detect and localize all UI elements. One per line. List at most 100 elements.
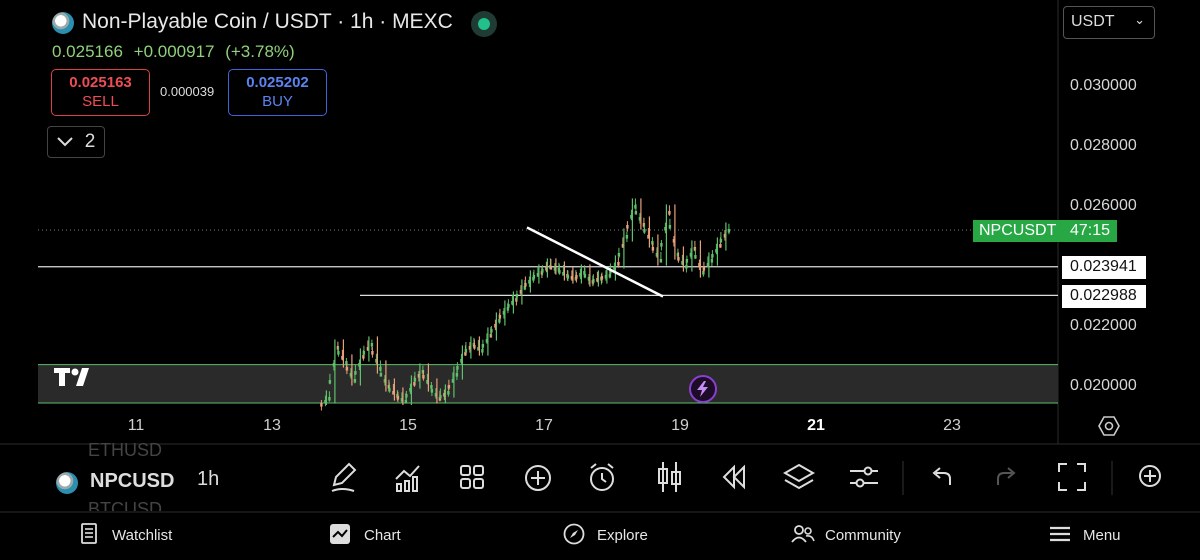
time-axis-label: 21	[807, 417, 825, 434]
candle-body	[651, 247, 655, 251]
replay-icon[interactable]	[722, 464, 745, 490]
candle-body	[536, 273, 540, 277]
nav-watchlist[interactable]: Watchlist	[112, 527, 173, 544]
community-icon[interactable]	[790, 523, 816, 545]
candle-body	[379, 373, 383, 377]
candle-body	[702, 267, 706, 271]
menu-icon[interactable]	[1049, 523, 1071, 545]
candle-body	[468, 346, 472, 350]
candle-body	[596, 278, 599, 282]
sell-price: 0.025163	[69, 74, 132, 91]
buy-label: BUY	[262, 93, 293, 110]
candle-body	[626, 225, 629, 229]
settings-icon[interactable]	[850, 466, 878, 488]
candle-body	[370, 343, 374, 347]
chart-icon[interactable]	[329, 523, 351, 545]
symbol-ghost-above: ETHUSD	[88, 440, 163, 460]
indicators-toggle[interactable]: 2	[47, 126, 105, 158]
candle-body	[600, 276, 604, 280]
layers-icon[interactable]	[782, 463, 816, 490]
candle-body	[541, 269, 544, 273]
candle-body	[698, 263, 701, 267]
candle-body	[523, 286, 527, 290]
buy-button[interactable]: 0.025202 BUY	[228, 69, 327, 116]
candle-body	[579, 273, 582, 277]
tradingview-logo-icon	[54, 368, 89, 386]
coin-logo-icon	[56, 472, 78, 494]
candle-body	[371, 351, 374, 355]
layouts-icon[interactable]	[460, 465, 484, 489]
chart-title: Non-Playable Coin / USDT · 1h · MEXC	[82, 10, 453, 33]
watchlist-icon[interactable]	[79, 523, 101, 545]
candle-body	[439, 395, 442, 399]
draw-icon[interactable]	[331, 462, 357, 492]
candle-body	[498, 319, 501, 323]
candle-body	[575, 275, 578, 279]
indicators-icon[interactable]	[395, 465, 420, 492]
chart-type-icon[interactable]	[658, 462, 681, 492]
candle-body	[647, 235, 650, 239]
candle-body	[353, 379, 357, 383]
timeframe-selector[interactable]: 1h	[197, 468, 220, 490]
symbol-selector[interactable]: NPCUSD	[90, 470, 175, 492]
candle-body	[677, 257, 680, 261]
candle-body	[362, 355, 365, 359]
candle-body	[681, 261, 684, 265]
change-pct: (+3.78%)	[225, 42, 295, 61]
fullscreen-icon[interactable]	[1058, 463, 1086, 491]
add-icon[interactable]	[525, 465, 551, 491]
candle-body	[354, 371, 357, 375]
sell-button[interactable]: 0.025163 SELL	[51, 69, 150, 116]
candle-body	[413, 378, 417, 382]
candle-body	[507, 304, 510, 308]
candle-body	[502, 311, 506, 315]
candle-body	[570, 276, 574, 280]
candle-body	[341, 356, 344, 360]
candle-body	[337, 351, 340, 355]
candle-body	[443, 393, 446, 397]
candle-body	[320, 403, 323, 407]
candle-body	[456, 366, 459, 370]
candle-body	[447, 391, 450, 395]
candle-body	[511, 301, 514, 305]
currency-select[interactable]: USDT ⌄	[1063, 6, 1155, 39]
candle-body	[617, 262, 620, 266]
candle-body	[524, 283, 527, 287]
nav-chart[interactable]: Chart	[364, 527, 401, 544]
price-axis-label: 0.026000	[1070, 197, 1137, 214]
candle-body	[664, 227, 667, 231]
candle-body	[328, 380, 332, 384]
candle-body	[396, 396, 400, 400]
chart-toolbar	[331, 461, 1161, 495]
candle-body	[460, 359, 463, 363]
more-icon[interactable]	[1139, 465, 1161, 487]
trendline	[526, 226, 664, 298]
time-axis-label: 17	[535, 417, 553, 434]
price-axis-label: 0.020000	[1070, 377, 1137, 394]
nav-menu[interactable]: Menu	[1083, 527, 1121, 544]
candle-body	[719, 239, 723, 243]
candle-body	[345, 361, 348, 365]
redo-icon[interactable]	[997, 467, 1016, 485]
candle-body	[494, 324, 497, 328]
axis-settings-icon[interactable]	[1098, 415, 1120, 437]
candle-body	[689, 253, 693, 257]
time-axis-label: 15	[399, 417, 417, 434]
lightning-icon[interactable]	[689, 375, 717, 403]
candle-body	[668, 211, 671, 215]
nav-community[interactable]: Community	[825, 527, 901, 544]
price-axis-label: 0.022000	[1070, 317, 1137, 334]
candle-body	[519, 290, 523, 294]
compass-icon[interactable]	[563, 523, 585, 545]
spread-value: 0.000039	[160, 84, 215, 99]
nav-explore[interactable]: Explore	[597, 527, 648, 544]
candle-body	[706, 263, 710, 267]
candle-body	[685, 259, 689, 263]
alert-icon[interactable]	[590, 463, 614, 491]
candle-body	[515, 294, 519, 298]
candle-body	[455, 373, 459, 377]
candle-body	[349, 373, 353, 377]
undo-icon[interactable]	[932, 467, 951, 485]
candle-body	[366, 347, 370, 351]
